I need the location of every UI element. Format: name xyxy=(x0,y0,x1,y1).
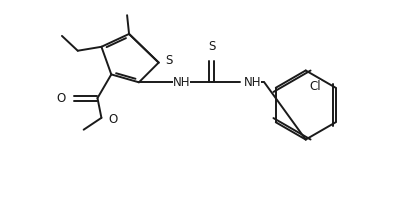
Text: O: O xyxy=(108,113,117,126)
Text: NH: NH xyxy=(244,76,261,89)
Text: S: S xyxy=(166,54,173,67)
Text: O: O xyxy=(57,92,66,105)
Text: Cl: Cl xyxy=(310,80,321,93)
Text: S: S xyxy=(208,40,216,53)
Text: NH: NH xyxy=(173,76,190,89)
